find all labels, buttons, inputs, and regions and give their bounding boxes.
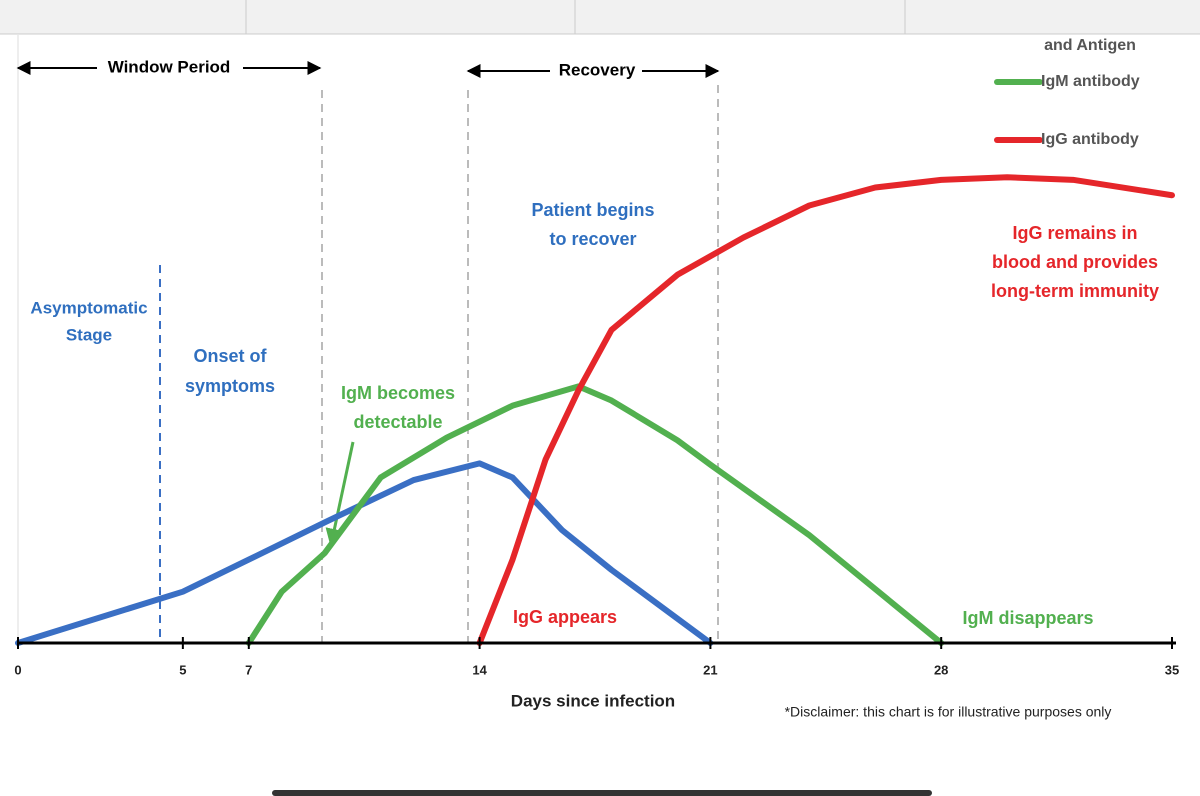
x-tick-label: 7 [245,662,252,677]
label-bg [97,57,243,79]
series-line [15,460,714,646]
x-axis-label: Days since infection [511,691,675,710]
annotation: IgG appears [513,607,617,627]
annotation: Window Period [108,57,231,76]
x-tick-label: 14 [472,662,487,677]
label-bg [550,60,642,82]
annotation: IgG remains in [1012,223,1137,243]
annotation: Patient begins [531,200,654,220]
x-tick-label: 0 [14,662,21,677]
series-line [245,383,945,646]
disclaimer: *Disclaimer: this chart is for illustrat… [785,704,1112,720]
x-tick-label: 35 [1165,662,1179,677]
annotation: symptoms [185,376,275,396]
annotation: long-term immunity [991,281,1159,301]
legend-label: and Antigen [1044,37,1136,54]
annotation: Onset of [193,346,267,366]
x-tick-label: 5 [179,662,186,677]
legend-label: IgG antibody [1041,131,1139,148]
annotation: blood and provides [992,252,1158,272]
annotation: Asymptomatic [30,298,147,317]
callout-arrow [325,441,355,547]
annotation: Recovery [559,60,636,79]
series-line [476,174,1175,646]
tab-bar [0,0,1200,34]
legend-label: IgM antibody [1041,73,1140,90]
annotation: to recover [549,229,636,249]
x-tick-label: 28 [934,662,948,677]
annotation: IgM becomes [341,383,455,403]
annotation: detectable [353,412,442,432]
annotation: Stage [66,325,112,344]
annotation: IgM disappears [962,608,1093,628]
scrollbar [272,790,932,796]
x-tick-label: 21 [703,662,717,677]
